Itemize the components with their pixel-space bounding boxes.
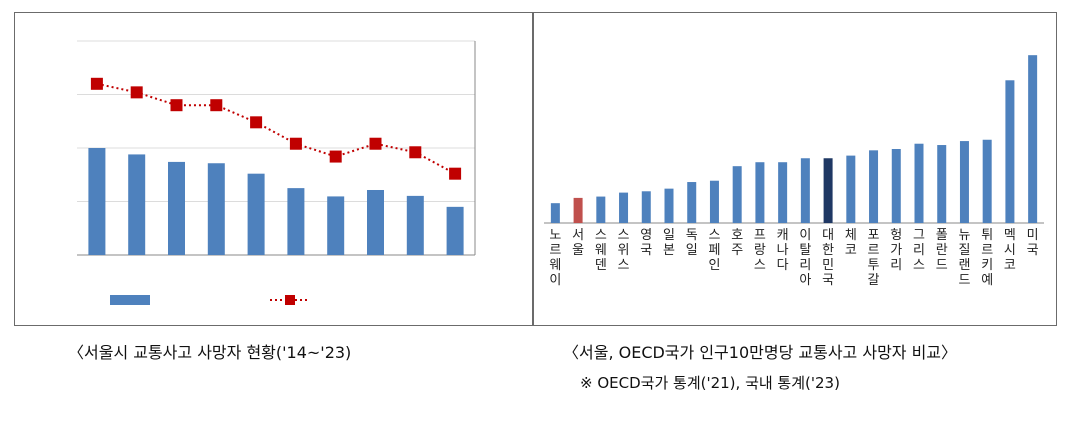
bar bbox=[869, 150, 879, 223]
line-marker bbox=[250, 116, 263, 129]
bar bbox=[573, 197, 583, 223]
bar bbox=[367, 189, 384, 255]
line-marker bbox=[210, 99, 223, 112]
bar bbox=[88, 148, 106, 255]
series-line bbox=[96, 82, 456, 175]
bar bbox=[800, 158, 810, 223]
bar bbox=[619, 192, 629, 223]
right-caption: 〈서울, OECD국가 인구10만명당 교통사고 사망자 비교〉 bbox=[563, 343, 958, 362]
bar bbox=[937, 145, 947, 223]
line-marker bbox=[170, 99, 183, 112]
bar bbox=[128, 154, 146, 255]
bar bbox=[247, 173, 265, 255]
bar bbox=[709, 180, 719, 223]
bar bbox=[287, 188, 305, 255]
line-marker bbox=[289, 137, 302, 150]
legend-bar-swatch bbox=[110, 295, 150, 305]
bar bbox=[823, 158, 833, 223]
left-caption: 〈서울시 교통사고 사망자 현황('14~'23) bbox=[68, 343, 352, 362]
bar bbox=[446, 206, 464, 255]
bar bbox=[168, 161, 185, 255]
bar bbox=[1005, 80, 1015, 224]
bar bbox=[732, 166, 742, 223]
right-chart: 노 르 웨 이 서 울 스 웨 덴 스 위 스 영 국 일 본 독 일 스 페 인 호 주 프 랑 스 캐 나 다 이 탈 리 아 대 한 민 국 체 코 포… bbox=[544, 55, 1044, 288]
bar bbox=[406, 195, 424, 255]
left-chart bbox=[77, 40, 476, 305]
bar bbox=[596, 196, 606, 223]
bar bbox=[207, 163, 225, 255]
source-note: ※ OECD국가 통계('21), 국내 통계('23) bbox=[580, 374, 840, 392]
line-marker bbox=[130, 86, 143, 99]
bar bbox=[1028, 55, 1038, 223]
legend-line-marker bbox=[285, 295, 295, 305]
line-marker bbox=[329, 150, 342, 163]
bar bbox=[778, 162, 788, 223]
bar bbox=[550, 203, 560, 223]
line-marker bbox=[409, 146, 422, 159]
bar bbox=[891, 149, 901, 223]
bar bbox=[664, 188, 674, 223]
bar bbox=[982, 139, 992, 223]
line-marker bbox=[449, 167, 462, 180]
bar bbox=[687, 182, 697, 223]
bar bbox=[846, 155, 856, 223]
bar bbox=[914, 143, 924, 223]
bar bbox=[641, 191, 651, 223]
bar bbox=[959, 141, 969, 223]
bar bbox=[327, 196, 345, 255]
line-marker bbox=[369, 137, 382, 150]
left-chart-panel bbox=[14, 12, 533, 326]
bar bbox=[755, 162, 765, 223]
line-marker bbox=[90, 77, 103, 90]
